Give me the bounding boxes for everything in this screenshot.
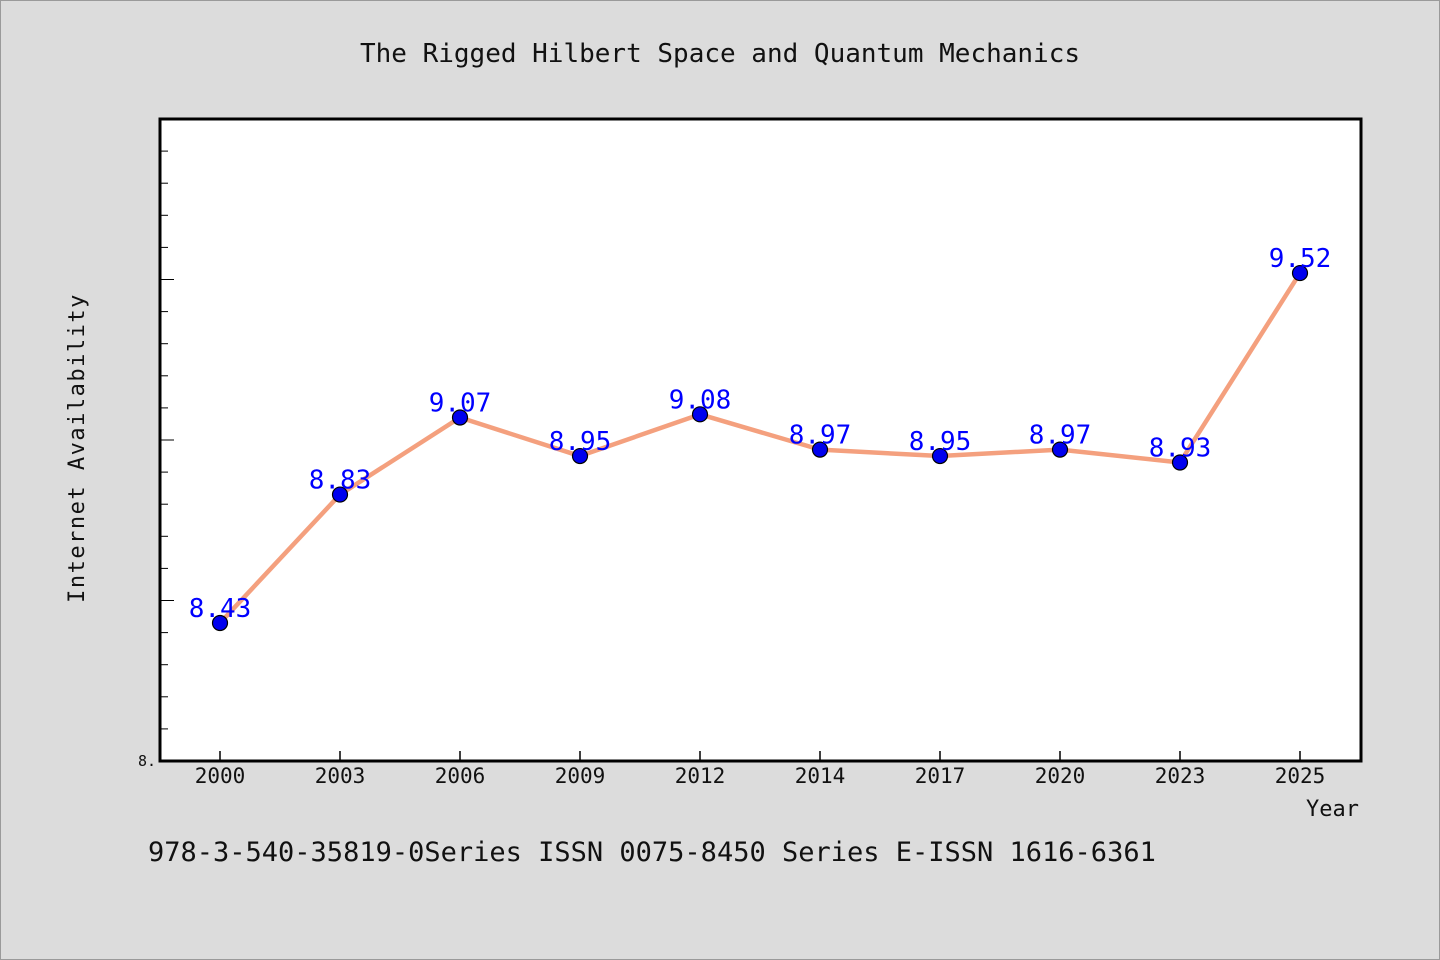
data-value-label: 9.07 bbox=[429, 389, 492, 419]
x-tick-label: 2006 bbox=[435, 764, 486, 788]
data-point-marker bbox=[211, 614, 229, 632]
x-tick-label: 2003 bbox=[315, 764, 366, 788]
y-axis-min-label: 8. bbox=[138, 752, 156, 770]
data-point-marker bbox=[331, 486, 349, 503]
data-point-marker bbox=[451, 409, 469, 426]
data-value-label: 8.97 bbox=[1029, 421, 1092, 451]
x-tick-label: 2014 bbox=[795, 764, 846, 788]
data-value-label: 9.08 bbox=[669, 385, 732, 415]
x-axis-tick-labels: 2000 2003 2006 2009 2012 2014 2017 2020 2023 2025 bbox=[195, 764, 1326, 788]
data-point-marker bbox=[1171, 454, 1189, 471]
plot-area bbox=[158, 117, 1363, 763]
x-tick-label: 2009 bbox=[555, 764, 606, 788]
data-point-marker bbox=[1291, 264, 1309, 282]
chart-title: The Rigged Hilbert Space and Quantum Mec… bbox=[360, 39, 1080, 69]
x-tick-label: 2023 bbox=[1155, 764, 1206, 788]
data-value-labels: 8.43 8.83 9.07 8.95 9.08 8.97 8.95 8.97 8.93 9.52 bbox=[189, 244, 1332, 624]
data-point-marker bbox=[811, 441, 829, 458]
x-tick-label: 2000 bbox=[195, 764, 246, 788]
data-value-label: 8.43 bbox=[189, 594, 252, 624]
data-value-label: 8.83 bbox=[309, 466, 372, 496]
x-tick-label: 2025 bbox=[1275, 764, 1326, 788]
x-tick-label: 2020 bbox=[1035, 764, 1086, 788]
data-value-label: 8.97 bbox=[789, 421, 852, 451]
x-tick-label: 2017 bbox=[915, 764, 966, 788]
x-axis-label: Year bbox=[1306, 797, 1359, 822]
y-axis-label: Internet Availability bbox=[65, 293, 90, 603]
data-value-label: 8.93 bbox=[1149, 433, 1212, 463]
y-axis-ticks bbox=[160, 150, 174, 730]
data-point-marker bbox=[691, 406, 709, 423]
data-point-markers bbox=[211, 264, 1309, 632]
data-value-label: 9.52 bbox=[1269, 244, 1332, 274]
data-value-label: 8.95 bbox=[549, 427, 612, 457]
data-point-marker bbox=[931, 447, 949, 465]
data-value-label: 8.95 bbox=[909, 427, 972, 457]
data-point-marker bbox=[1051, 441, 1069, 458]
x-axis-ticks bbox=[219, 751, 1301, 761]
series-line bbox=[217, 270, 1303, 626]
data-point-marker bbox=[571, 447, 589, 465]
x-tick-label: 2012 bbox=[675, 764, 726, 788]
footer-isbn-text: 978-3-540-35819-0Series ISSN 0075-8450 S… bbox=[148, 837, 1156, 868]
